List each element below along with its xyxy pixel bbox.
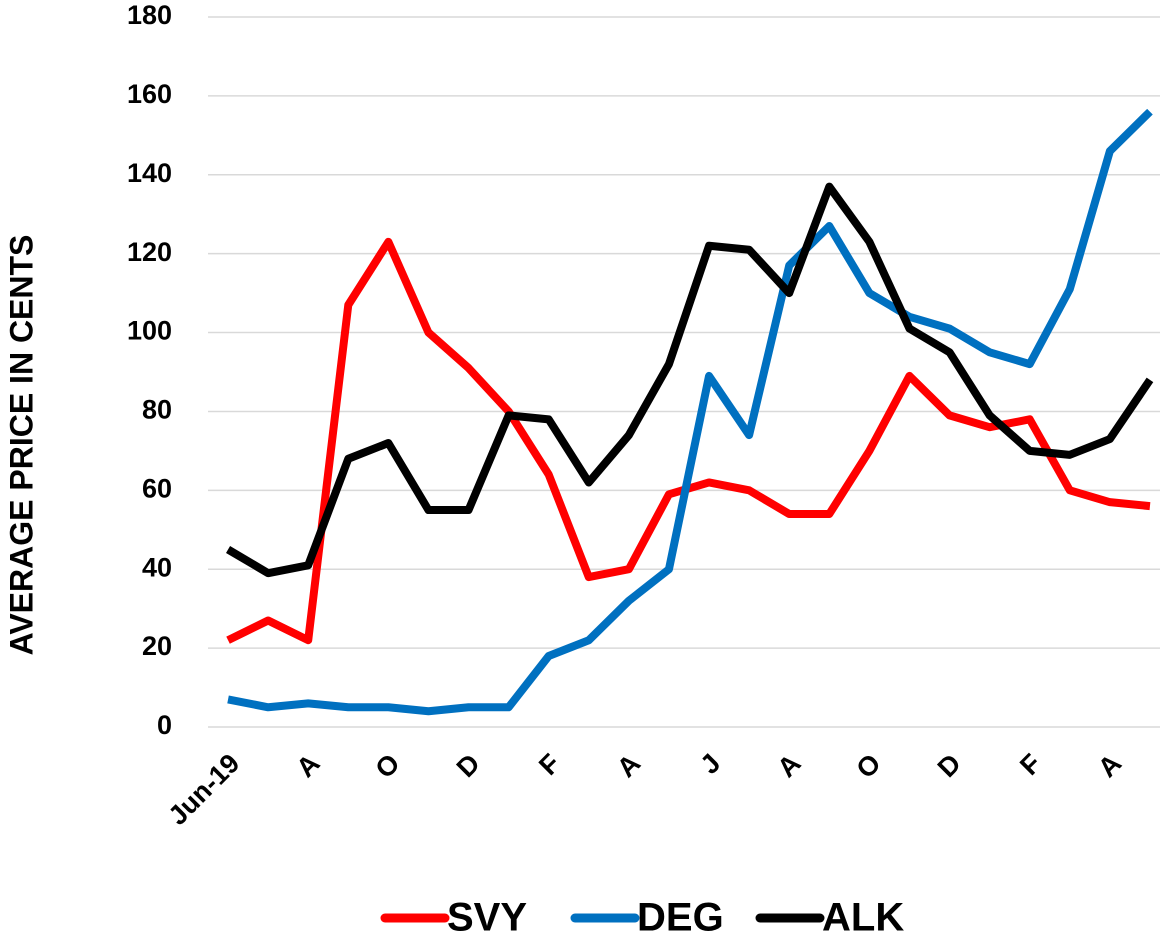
- y-tick-label: 120: [127, 237, 172, 267]
- x-tick-label: O: [851, 748, 887, 784]
- line-series: [227, 108, 1153, 716]
- y-tick-label: 160: [127, 79, 172, 109]
- x-tick-label: Jun-19: [163, 748, 246, 831]
- x-tick-label: A: [771, 748, 806, 783]
- y-tick-label: 60: [142, 473, 172, 503]
- y-tick-label: 20: [142, 631, 172, 661]
- x-tick-label: F: [533, 748, 566, 781]
- x-tick-label: F: [1014, 748, 1047, 781]
- y-tick-label: 0: [157, 710, 172, 740]
- y-axis-title: AVERAGE PRICE IN CENTS: [3, 235, 39, 656]
- line-series: [226, 182, 1154, 578]
- x-tick-label: D: [451, 748, 486, 783]
- x-tick-label: J: [694, 748, 726, 780]
- x-tick-label: A: [611, 748, 646, 783]
- x-tick-label: D: [932, 748, 967, 783]
- legend-label: SVY: [447, 896, 527, 940]
- y-tick-label: 180: [127, 0, 172, 30]
- y-tick-label: 100: [127, 316, 172, 346]
- y-tick-label: 40: [142, 552, 172, 582]
- y-tick-label: 140: [127, 158, 172, 188]
- legend-label: ALK: [822, 896, 904, 940]
- x-tick-label: A: [290, 748, 325, 783]
- x-tick-label: O: [370, 748, 406, 784]
- y-tick-label: 80: [142, 395, 172, 425]
- legend-label: DEG: [637, 896, 724, 940]
- x-tick-label: A: [1092, 748, 1127, 783]
